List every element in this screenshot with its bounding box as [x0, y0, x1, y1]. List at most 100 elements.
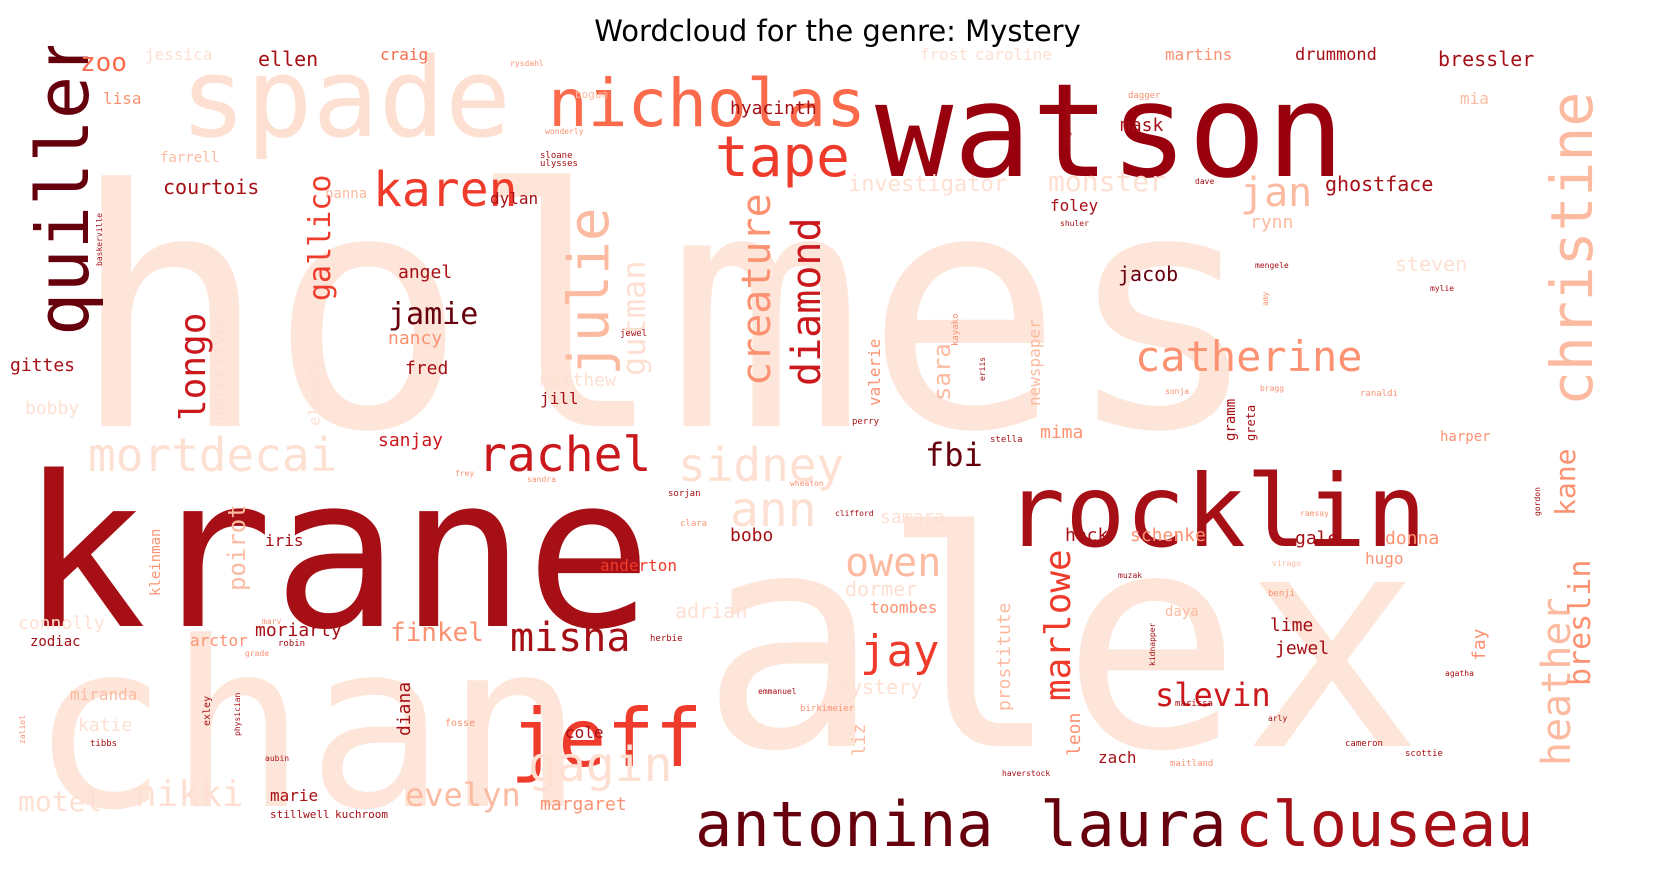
- word-benji: benji: [1268, 589, 1295, 599]
- word-dylan: dylan: [490, 189, 538, 208]
- word-fay: fay: [1469, 628, 1490, 661]
- word-holmes: holmes: [70, 120, 1262, 504]
- word-nancy: nancy: [388, 328, 442, 349]
- word-herbie: herbie: [650, 634, 683, 644]
- word-jessica: jessica: [145, 46, 212, 64]
- word-ulysses: ulysses: [540, 159, 578, 169]
- word-connolly: connolly: [18, 613, 105, 634]
- word-laura: laura: [1040, 788, 1227, 861]
- word-samara: samara: [880, 507, 945, 528]
- word-frost: frost: [920, 46, 968, 64]
- word-stillwell: stillwell: [270, 808, 330, 821]
- word-miranda: miranda: [70, 685, 137, 704]
- word-sandra: sandra: [527, 475, 556, 484]
- word-magnussen: magnussen: [1063, 102, 1072, 146]
- word-hyacinth: hyacinth: [730, 98, 817, 119]
- word-clara: clara: [680, 519, 707, 529]
- word-toombes: toombes: [870, 598, 937, 617]
- chart-title: Wordcloud for the genre: Mystery: [594, 14, 1081, 48]
- word-fbi: fbi: [925, 436, 983, 474]
- word-harper: harper: [1440, 429, 1491, 445]
- word-wonderly: wonderly: [545, 127, 584, 136]
- word-kidnapper: kidnapper: [1148, 622, 1157, 666]
- word-angel: angel: [398, 262, 452, 283]
- word-eriis: eriis: [978, 357, 987, 381]
- word-valerie: valerie: [865, 339, 884, 406]
- word-sara: sara: [928, 343, 956, 401]
- word-prostitute: prostitute: [994, 603, 1015, 711]
- word-adrian: adrian: [675, 599, 747, 623]
- word-diamond: diamond: [784, 217, 830, 386]
- word-jamie: jamie: [388, 297, 478, 332]
- word-margaret: margaret: [540, 794, 627, 815]
- word-jewel: jewel: [1275, 638, 1329, 659]
- word-katie: katie: [78, 715, 132, 736]
- word-mortdecai: mortdecai: [88, 428, 337, 482]
- word-haverstock: haverstock: [1002, 769, 1050, 778]
- word-quiller: quiller: [21, 46, 105, 336]
- word-daya: daya: [1165, 604, 1199, 620]
- word-clifford: clifford: [835, 509, 874, 518]
- word-zoo: zoo: [80, 48, 127, 78]
- word-christine: christine: [1538, 92, 1606, 406]
- word-slevin: slevin: [1155, 676, 1271, 714]
- word-kuchroom: kuchroom: [335, 808, 388, 821]
- word-agatha: agatha: [1445, 669, 1474, 678]
- word-mengele: mengele: [1255, 261, 1289, 270]
- word-heck: heck: [1065, 525, 1109, 546]
- word-cole: cole: [565, 723, 604, 742]
- word-nanna: nanna: [325, 186, 367, 202]
- word-mask: mask: [1120, 115, 1164, 136]
- word-clouseau: clouseau: [1235, 788, 1534, 861]
- word-kayako: kayako: [951, 313, 961, 346]
- word-marie: marie: [270, 786, 318, 805]
- word-marlowe: marlowe: [1038, 549, 1079, 701]
- word-bressler: bressler: [1438, 47, 1534, 71]
- word-virago: virago: [1272, 559, 1301, 568]
- word-gordon: gordon: [1533, 487, 1542, 516]
- word-jan: jan: [1240, 170, 1312, 216]
- word-grade: grade: [245, 649, 269, 658]
- word-birkimeier: birkimeier: [800, 704, 855, 714]
- word-matthew: matthew: [540, 370, 616, 391]
- word-iris: iris: [265, 531, 304, 550]
- word-creature: creature: [734, 193, 780, 386]
- word-arly: arly: [1268, 714, 1287, 723]
- word-jacob: jacob: [1118, 262, 1178, 286]
- word-rynn: rynn: [1250, 212, 1293, 233]
- word-leon: leon: [1064, 713, 1085, 756]
- word-alex: alex: [700, 468, 1422, 817]
- word-liz: liz: [849, 723, 870, 756]
- word-mystery: mystery: [838, 675, 922, 699]
- word-elevator: elevator: [305, 349, 324, 426]
- word-maitland: maitland: [1170, 759, 1213, 769]
- word-gale: gale: [1295, 528, 1338, 549]
- word-anderton: anderton: [600, 556, 677, 575]
- word-catherine: catherine: [1135, 332, 1363, 381]
- word-sloane: sloane: [540, 151, 573, 161]
- word-courtois: courtois: [163, 175, 259, 199]
- word-wheaton: wheaton: [790, 479, 824, 488]
- word-breslin: breslin: [1563, 560, 1598, 686]
- word-antonina: antonina: [695, 788, 994, 861]
- word-scottie: scottie: [1405, 749, 1443, 759]
- word-bragg: bragg: [1260, 384, 1284, 393]
- word-gagin: gagin: [528, 737, 673, 793]
- word-zach: zach: [1098, 748, 1137, 767]
- word-ramsay: ramsay: [1300, 509, 1329, 518]
- word-tibbs: tibbs: [90, 739, 117, 749]
- word-evelyn: evelyn: [405, 776, 521, 814]
- word-steven: steven: [1395, 252, 1467, 276]
- word-fred: fred: [405, 358, 448, 379]
- word-sanjay: sanjay: [378, 430, 443, 451]
- word-motel: motel: [18, 785, 102, 818]
- word-nicholas: nicholas: [548, 65, 866, 142]
- word-krane: krane: [20, 431, 652, 676]
- word-misha: misha: [510, 615, 630, 661]
- word-lisa: lisa: [103, 89, 142, 108]
- word-perry: perry: [852, 417, 880, 427]
- word-ellen: ellen: [258, 47, 318, 71]
- word-hugo: hugo: [1365, 549, 1404, 568]
- word-emmanuel: emmanuel: [758, 687, 797, 696]
- word-monster: monster: [1048, 165, 1166, 198]
